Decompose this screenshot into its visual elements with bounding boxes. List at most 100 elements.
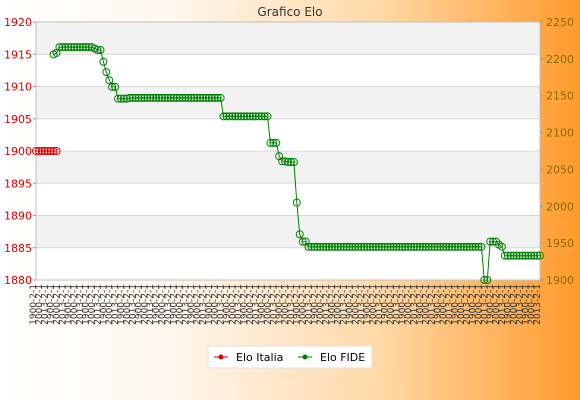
data-point (480, 276, 489, 284)
data-point (70, 43, 79, 52)
data-point (169, 93, 178, 102)
x-tick-label: 2000-2-1 (70, 284, 80, 325)
data-point (360, 242, 369, 251)
data-point (342, 242, 351, 251)
x-tick-label: 2013-2-1 (164, 284, 174, 325)
x-tick-label: 2013-2-1 (533, 284, 543, 325)
chart-title: Grafico Elo (257, 5, 322, 19)
data-point (313, 242, 322, 251)
legend-box (207, 345, 373, 369)
data-point (345, 242, 354, 251)
x-tick-label: 2000-2-1 (334, 284, 344, 325)
x-tick-label: 2013-2-1 (322, 284, 332, 325)
x-tick-label: 2000-2-1 (422, 284, 432, 325)
data-point (462, 242, 471, 251)
x-axis-ticks: 1900-2-12000-2-12013-2-11900-2-12000-2-1… (29, 284, 543, 325)
right-tick-label: 1950 (546, 237, 574, 250)
data-point (272, 138, 281, 147)
x-tick-label: 2000-2-1 (105, 284, 115, 325)
plot-band (36, 54, 540, 87)
data-point (410, 242, 418, 251)
x-tick-label: 2013-2-1 (217, 284, 227, 325)
data-point (242, 112, 251, 121)
plot-band (36, 247, 540, 280)
data-point (351, 242, 360, 251)
data-point (140, 93, 149, 102)
right-tick-label: 2200 (546, 53, 574, 66)
data-point (172, 93, 181, 102)
data-point (530, 251, 539, 260)
data-point (497, 242, 506, 251)
data-point (448, 242, 457, 251)
x-tick-label: 2013-2-1 (357, 284, 367, 325)
data-point (245, 112, 254, 121)
plot-band (36, 215, 540, 248)
data-point (178, 93, 187, 102)
x-tick-label: 1900-2-1 (64, 284, 74, 325)
data-point (363, 242, 372, 251)
x-tick-label: 2000-2-1 (281, 284, 291, 325)
data-point (486, 237, 495, 246)
x-tick-label: 1900-2-1 (47, 284, 57, 325)
data-point (374, 242, 383, 251)
data-point (483, 276, 492, 284)
data-point (125, 93, 134, 102)
x-tick-label: 2000-2-1 (510, 284, 520, 325)
data-point (471, 242, 480, 251)
x-tick-label: 2013-2-1 (445, 284, 455, 325)
data-point (325, 242, 334, 251)
x-tick-label: 1900-2-1 (328, 284, 338, 325)
data-point (398, 242, 407, 251)
x-tick-label: 1900-2-1 (345, 284, 355, 325)
x-tick-label: 1900-2-1 (433, 284, 443, 325)
right-tick-label: 2250 (546, 16, 574, 29)
data-point (512, 251, 521, 260)
x-tick-label: 1900-2-1 (381, 284, 391, 325)
x-tick-label: 1900-2-1 (293, 284, 303, 325)
x-tick-label: 2013-2-1 (428, 284, 438, 325)
x-tick-label: 2013-2-1 (480, 284, 490, 325)
data-point (234, 112, 243, 121)
data-point (67, 43, 76, 52)
x-tick-label: 1900-2-1 (363, 284, 373, 325)
x-tick-label: 2013-2-1 (498, 284, 508, 325)
x-tick-label: 1900-2-1 (205, 284, 215, 325)
data-point (207, 93, 216, 102)
data-point (377, 242, 386, 251)
data-point (298, 237, 307, 246)
data-point (58, 43, 67, 52)
left-tick-label: 1905 (4, 113, 32, 126)
data-point (260, 112, 269, 121)
x-tick-label: 1900-2-1 (187, 284, 197, 325)
data-point (518, 251, 527, 260)
data-point (404, 242, 413, 251)
right-tick-label: 2050 (546, 163, 574, 176)
data-point (281, 157, 290, 166)
x-tick-label: 2000-2-1 (351, 284, 361, 325)
data-point (152, 93, 161, 102)
data-point (319, 242, 328, 251)
x-tick-label: 2000-2-1 (158, 284, 168, 325)
plot-band (36, 118, 540, 151)
x-tick-label: 1900-2-1 (240, 284, 250, 325)
right-tick-label: 2150 (546, 90, 574, 103)
data-point (339, 242, 348, 251)
data-point (134, 93, 143, 102)
legend-label: Elo FIDE (320, 351, 365, 364)
x-tick-label: 1900-2-1 (469, 284, 479, 325)
data-point (84, 43, 93, 52)
data-point (316, 242, 325, 251)
x-tick-label: 2000-2-1 (246, 284, 256, 325)
data-point (468, 242, 477, 251)
x-tick-label: 1900-2-1 (310, 284, 320, 325)
data-point (254, 112, 263, 121)
plot-band (36, 183, 540, 216)
x-tick-label: 2000-2-1 (299, 284, 309, 325)
data-point (237, 112, 246, 121)
legend-swatch-marker (302, 354, 308, 360)
data-point (75, 43, 84, 52)
x-tick-label: 2013-2-1 (304, 284, 314, 325)
data-point (102, 68, 111, 77)
data-point (201, 93, 210, 102)
